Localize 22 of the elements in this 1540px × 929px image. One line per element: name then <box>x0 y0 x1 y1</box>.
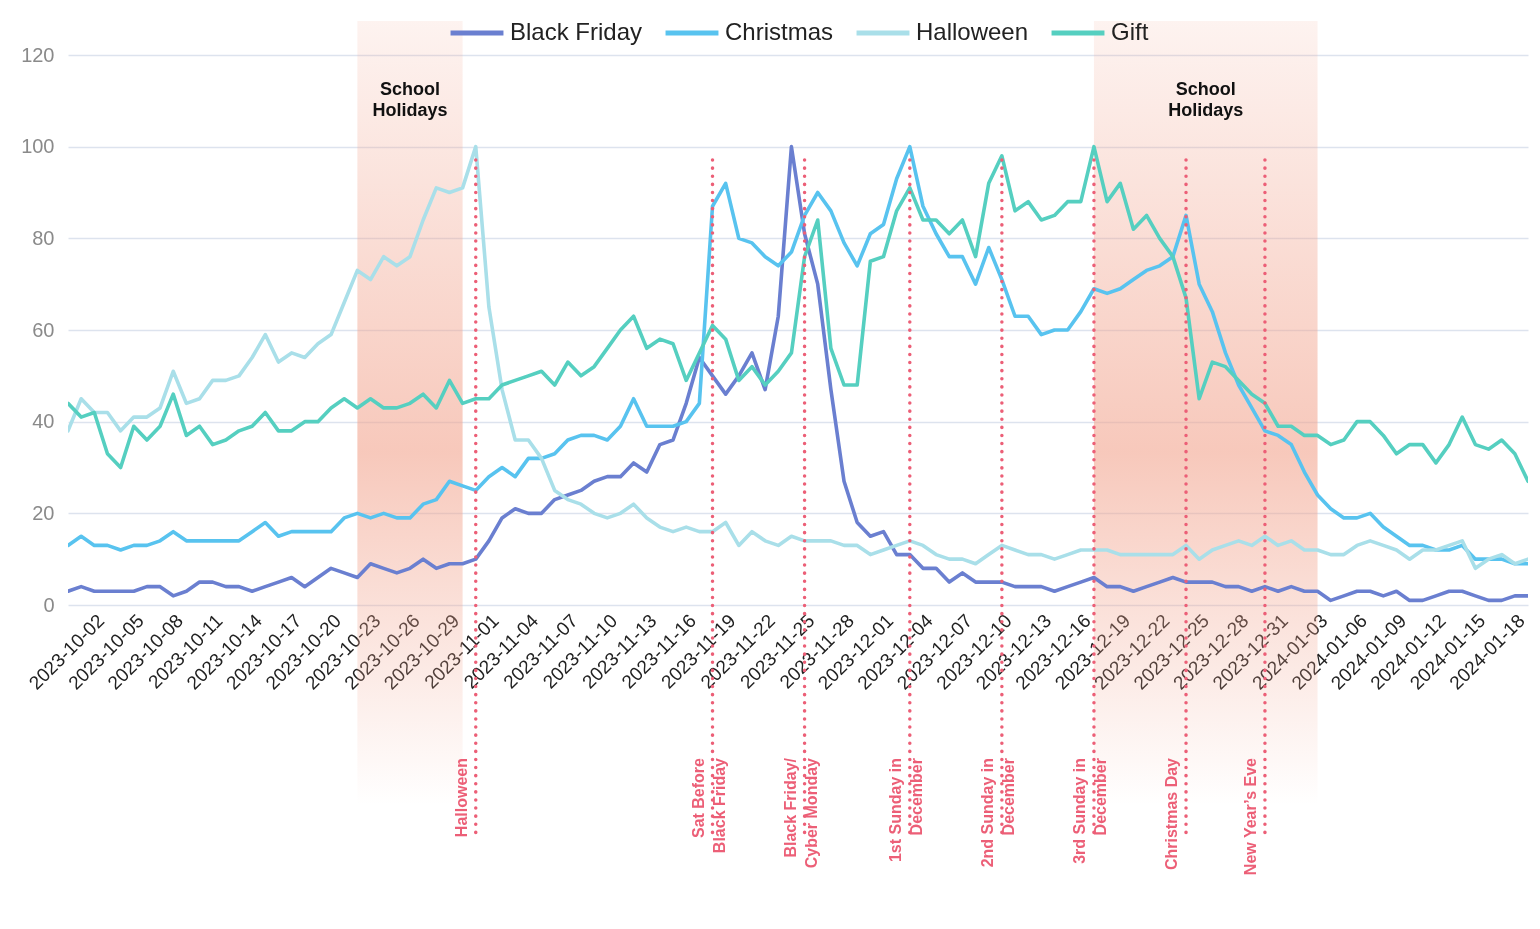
line-series <box>68 144 1528 484</box>
y-tick-label: 100 <box>21 135 55 158</box>
y-tick-label: 120 <box>21 43 55 66</box>
y-tick-label: 60 <box>32 318 55 341</box>
ref-line-label: Halloween <box>452 758 470 838</box>
ref-line-label: 1st Sunday in December <box>886 758 925 863</box>
y-tick-label: 40 <box>32 410 55 433</box>
ref-line-label: Christmas Day <box>1163 757 1181 871</box>
ref-line-label: Sat Before Black Friday <box>689 757 728 854</box>
ref-line-label: 3rd Sunday in December <box>1070 758 1109 864</box>
ref-line-label: New Year’s Eve <box>1241 757 1259 876</box>
legend-label: Christmas <box>725 18 834 45</box>
legend-label: Halloween <box>916 18 1029 45</box>
y-tick-label: 20 <box>32 501 55 524</box>
legend-label: Black Friday <box>510 18 643 45</box>
band-label: School Holidays <box>1168 79 1244 120</box>
y-tick-label: 80 <box>32 226 55 249</box>
ref-line-label: 2nd Sunday in December <box>978 758 1017 868</box>
y-tick-label: 0 <box>43 593 55 616</box>
band-label: School Holidays <box>372 79 448 120</box>
ref-line-label: Black Friday/ Cyber Monday <box>781 757 820 869</box>
legend-label: Gift <box>1111 18 1149 45</box>
